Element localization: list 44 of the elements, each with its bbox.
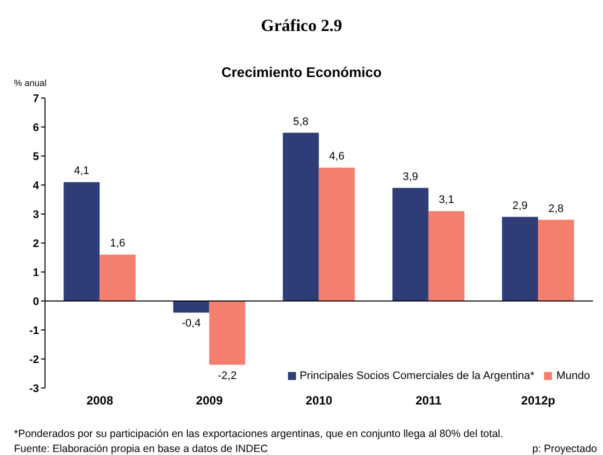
data-label: -2,2 — [218, 370, 237, 382]
data-label: 4,1 — [74, 165, 90, 178]
data-label: 4,6 — [329, 150, 344, 163]
y-tick-label: -2 — [29, 354, 39, 366]
data-label: 2,8 — [548, 202, 564, 215]
chart-title: Gráfico 2.9 — [260, 16, 344, 36]
bar — [100, 254, 136, 301]
y-tick-label: 7 — [32, 92, 39, 105]
y-tick-label: 2 — [32, 238, 39, 250]
legend-label: Principales Socios Comerciales de la Argentina* — [300, 370, 534, 382]
y-tick-label: 5 — [32, 150, 39, 163]
x-tick-label: 2009 — [196, 394, 224, 408]
data-label: 3,1 — [438, 194, 454, 206]
x-tick-label: 2011 — [416, 394, 442, 408]
bar — [173, 301, 210, 313]
bar — [64, 182, 100, 301]
data-label: -0,4 — [182, 318, 201, 330]
bar — [538, 220, 574, 301]
bar — [209, 301, 246, 365]
text: p: Proyectado — [532, 443, 597, 455]
data-label: 3,9 — [402, 170, 418, 183]
legend-label: Mundo — [556, 370, 590, 382]
source-note: Fuente: Elaboración propia en base a datos de INDEC — [14, 443, 268, 455]
x-tick-label: 2008 — [86, 394, 114, 408]
x-tick-label: 2012p — [521, 394, 556, 408]
y-tick-label: -3 — [29, 382, 39, 395]
y-axis-title: % anual — [14, 78, 47, 88]
y-tick-label: -1 — [29, 324, 39, 337]
y-tick-label: 6 — [32, 122, 39, 134]
y-tick-label: 0 — [32, 296, 39, 308]
bar — [318, 168, 355, 301]
chart-subtitle: Crecimiento Económico — [221, 64, 382, 80]
data-label: 2,9 — [512, 200, 528, 212]
text: *Ponderados por su participación en las exportaciones argentinas, que en conjunto llega al 80% del total. — [14, 428, 504, 440]
bar — [502, 216, 538, 301]
bar — [428, 211, 464, 301]
y-tick-label: 3 — [32, 208, 39, 221]
data-label: 5,8 — [293, 116, 308, 128]
y-tick-label: 4 — [32, 180, 40, 192]
x-tick-label: 2010 — [306, 394, 333, 408]
bar — [392, 188, 428, 301]
data-label: 1,6 — [110, 238, 126, 250]
bar — [282, 132, 319, 301]
y-tick-label: 1 — [32, 266, 39, 279]
